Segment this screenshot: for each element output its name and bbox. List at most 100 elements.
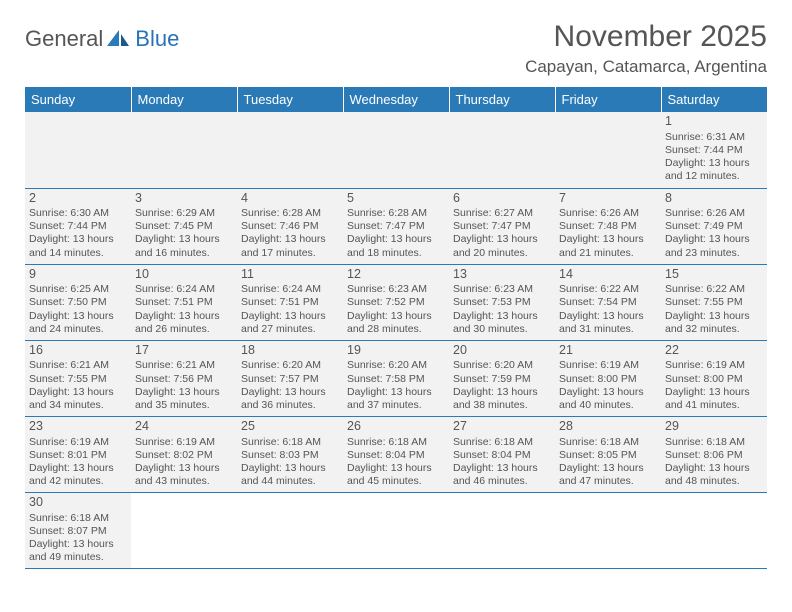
sunrise-text: Sunrise: 6:23 AM: [453, 283, 551, 296]
daylight-text: Daylight: 13 hours and 28 minutes.: [347, 310, 445, 336]
day-cell: [237, 493, 343, 569]
day-number: 17: [135, 343, 233, 359]
day-cell: [449, 493, 555, 569]
daylight-text: Daylight: 13 hours and 16 minutes.: [135, 233, 233, 259]
daylight-text: Daylight: 13 hours and 46 minutes.: [453, 462, 551, 488]
sunset-text: Sunset: 7:51 PM: [135, 296, 233, 309]
sunset-text: Sunset: 7:48 PM: [559, 220, 657, 233]
day-number: 18: [241, 343, 339, 359]
calendar-head: SundayMondayTuesdayWednesdayThursdayFrid…: [25, 87, 767, 112]
day-cell: [449, 112, 555, 188]
logo: General Blue: [25, 26, 179, 52]
sunrise-text: Sunrise: 6:18 AM: [559, 436, 657, 449]
day-cell: [661, 493, 767, 569]
day-cell: [131, 112, 237, 188]
sunrise-text: Sunrise: 6:18 AM: [347, 436, 445, 449]
day-cell: 23Sunrise: 6:19 AMSunset: 8:01 PMDayligh…: [25, 416, 131, 492]
daylight-text: Daylight: 13 hours and 20 minutes.: [453, 233, 551, 259]
daylight-text: Daylight: 13 hours and 12 minutes.: [665, 157, 763, 183]
day-number: 28: [559, 419, 657, 435]
day-number: 25: [241, 419, 339, 435]
day-header: Saturday: [661, 87, 767, 112]
day-number: 3: [135, 191, 233, 207]
daylight-text: Daylight: 13 hours and 21 minutes.: [559, 233, 657, 259]
sunrise-text: Sunrise: 6:22 AM: [559, 283, 657, 296]
day-cell: 4Sunrise: 6:28 AMSunset: 7:46 PMDaylight…: [237, 188, 343, 264]
day-number: 29: [665, 419, 763, 435]
sunrise-text: Sunrise: 6:26 AM: [665, 207, 763, 220]
day-cell: [343, 493, 449, 569]
day-number: 9: [29, 267, 127, 283]
week-row: 23Sunrise: 6:19 AMSunset: 8:01 PMDayligh…: [25, 416, 767, 492]
sunset-text: Sunset: 7:56 PM: [135, 373, 233, 386]
daylight-text: Daylight: 13 hours and 37 minutes.: [347, 386, 445, 412]
sail-icon: [105, 28, 131, 50]
daylight-text: Daylight: 13 hours and 18 minutes.: [347, 233, 445, 259]
daylight-text: Daylight: 13 hours and 42 minutes.: [29, 462, 127, 488]
day-cell: 8Sunrise: 6:26 AMSunset: 7:49 PMDaylight…: [661, 188, 767, 264]
daylight-text: Daylight: 13 hours and 38 minutes.: [453, 386, 551, 412]
day-cell: 1Sunrise: 6:31 AMSunset: 7:44 PMDaylight…: [661, 112, 767, 188]
sunset-text: Sunset: 7:49 PM: [665, 220, 763, 233]
sunset-text: Sunset: 7:52 PM: [347, 296, 445, 309]
day-number: 6: [453, 191, 551, 207]
day-number: 27: [453, 419, 551, 435]
sunrise-text: Sunrise: 6:27 AM: [453, 207, 551, 220]
day-cell: 9Sunrise: 6:25 AMSunset: 7:50 PMDaylight…: [25, 264, 131, 340]
daylight-text: Daylight: 13 hours and 31 minutes.: [559, 310, 657, 336]
sunrise-text: Sunrise: 6:18 AM: [29, 512, 127, 525]
sunrise-text: Sunrise: 6:30 AM: [29, 207, 127, 220]
daylight-text: Daylight: 13 hours and 36 minutes.: [241, 386, 339, 412]
day-number: 23: [29, 419, 127, 435]
sunset-text: Sunset: 7:46 PM: [241, 220, 339, 233]
sunrise-text: Sunrise: 6:18 AM: [665, 436, 763, 449]
days-of-week-row: SundayMondayTuesdayWednesdayThursdayFrid…: [25, 87, 767, 112]
calendar-body: 1Sunrise: 6:31 AMSunset: 7:44 PMDaylight…: [25, 112, 767, 569]
day-header: Friday: [555, 87, 661, 112]
logo-text-2: Blue: [135, 26, 179, 52]
sunrise-text: Sunrise: 6:19 AM: [665, 359, 763, 372]
sunrise-text: Sunrise: 6:20 AM: [453, 359, 551, 372]
daylight-text: Daylight: 13 hours and 45 minutes.: [347, 462, 445, 488]
sunrise-text: Sunrise: 6:28 AM: [241, 207, 339, 220]
sunset-text: Sunset: 8:05 PM: [559, 449, 657, 462]
day-cell: 6Sunrise: 6:27 AMSunset: 7:47 PMDaylight…: [449, 188, 555, 264]
day-cell: 26Sunrise: 6:18 AMSunset: 8:04 PMDayligh…: [343, 416, 449, 492]
day-number: 4: [241, 191, 339, 207]
daylight-text: Daylight: 13 hours and 17 minutes.: [241, 233, 339, 259]
day-number: 30: [29, 495, 127, 511]
sunset-text: Sunset: 8:03 PM: [241, 449, 339, 462]
day-number: 21: [559, 343, 657, 359]
sunset-text: Sunset: 8:04 PM: [347, 449, 445, 462]
day-cell: 21Sunrise: 6:19 AMSunset: 8:00 PMDayligh…: [555, 340, 661, 416]
sunrise-text: Sunrise: 6:19 AM: [135, 436, 233, 449]
day-number: 12: [347, 267, 445, 283]
day-cell: 15Sunrise: 6:22 AMSunset: 7:55 PMDayligh…: [661, 264, 767, 340]
day-number: 26: [347, 419, 445, 435]
sunset-text: Sunset: 8:00 PM: [559, 373, 657, 386]
sunrise-text: Sunrise: 6:28 AM: [347, 207, 445, 220]
daylight-text: Daylight: 13 hours and 47 minutes.: [559, 462, 657, 488]
sunset-text: Sunset: 7:58 PM: [347, 373, 445, 386]
sunrise-text: Sunrise: 6:22 AM: [665, 283, 763, 296]
sunset-text: Sunset: 7:59 PM: [453, 373, 551, 386]
day-header: Wednesday: [343, 87, 449, 112]
sunrise-text: Sunrise: 6:24 AM: [135, 283, 233, 296]
sunrise-text: Sunrise: 6:19 AM: [559, 359, 657, 372]
day-number: 10: [135, 267, 233, 283]
sunrise-text: Sunrise: 6:18 AM: [453, 436, 551, 449]
day-cell: [555, 493, 661, 569]
day-cell: 10Sunrise: 6:24 AMSunset: 7:51 PMDayligh…: [131, 264, 237, 340]
sunset-text: Sunset: 7:44 PM: [29, 220, 127, 233]
day-cell: 30Sunrise: 6:18 AMSunset: 8:07 PMDayligh…: [25, 493, 131, 569]
day-cell: 25Sunrise: 6:18 AMSunset: 8:03 PMDayligh…: [237, 416, 343, 492]
day-cell: [555, 112, 661, 188]
sunset-text: Sunset: 7:50 PM: [29, 296, 127, 309]
sunrise-text: Sunrise: 6:24 AM: [241, 283, 339, 296]
day-cell: 14Sunrise: 6:22 AMSunset: 7:54 PMDayligh…: [555, 264, 661, 340]
week-row: 16Sunrise: 6:21 AMSunset: 7:55 PMDayligh…: [25, 340, 767, 416]
daylight-text: Daylight: 13 hours and 14 minutes.: [29, 233, 127, 259]
day-cell: 20Sunrise: 6:20 AMSunset: 7:59 PMDayligh…: [449, 340, 555, 416]
day-number: 15: [665, 267, 763, 283]
sunset-text: Sunset: 7:55 PM: [665, 296, 763, 309]
